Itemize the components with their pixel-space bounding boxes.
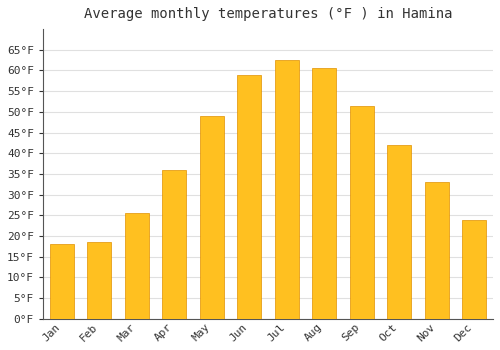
Bar [237, 75, 262, 319]
Bar [87, 242, 112, 319]
Title: Average monthly temperatures (°F ) in Hamina: Average monthly temperatures (°F ) in Ha… [84, 7, 452, 21]
Bar [200, 116, 224, 319]
Bar [274, 60, 299, 319]
Bar [350, 106, 374, 319]
Bar [124, 213, 149, 319]
Bar [312, 68, 336, 319]
Bar [387, 145, 411, 319]
Bar [162, 170, 186, 319]
Bar [50, 244, 74, 319]
Bar [424, 182, 449, 319]
Bar [462, 219, 486, 319]
